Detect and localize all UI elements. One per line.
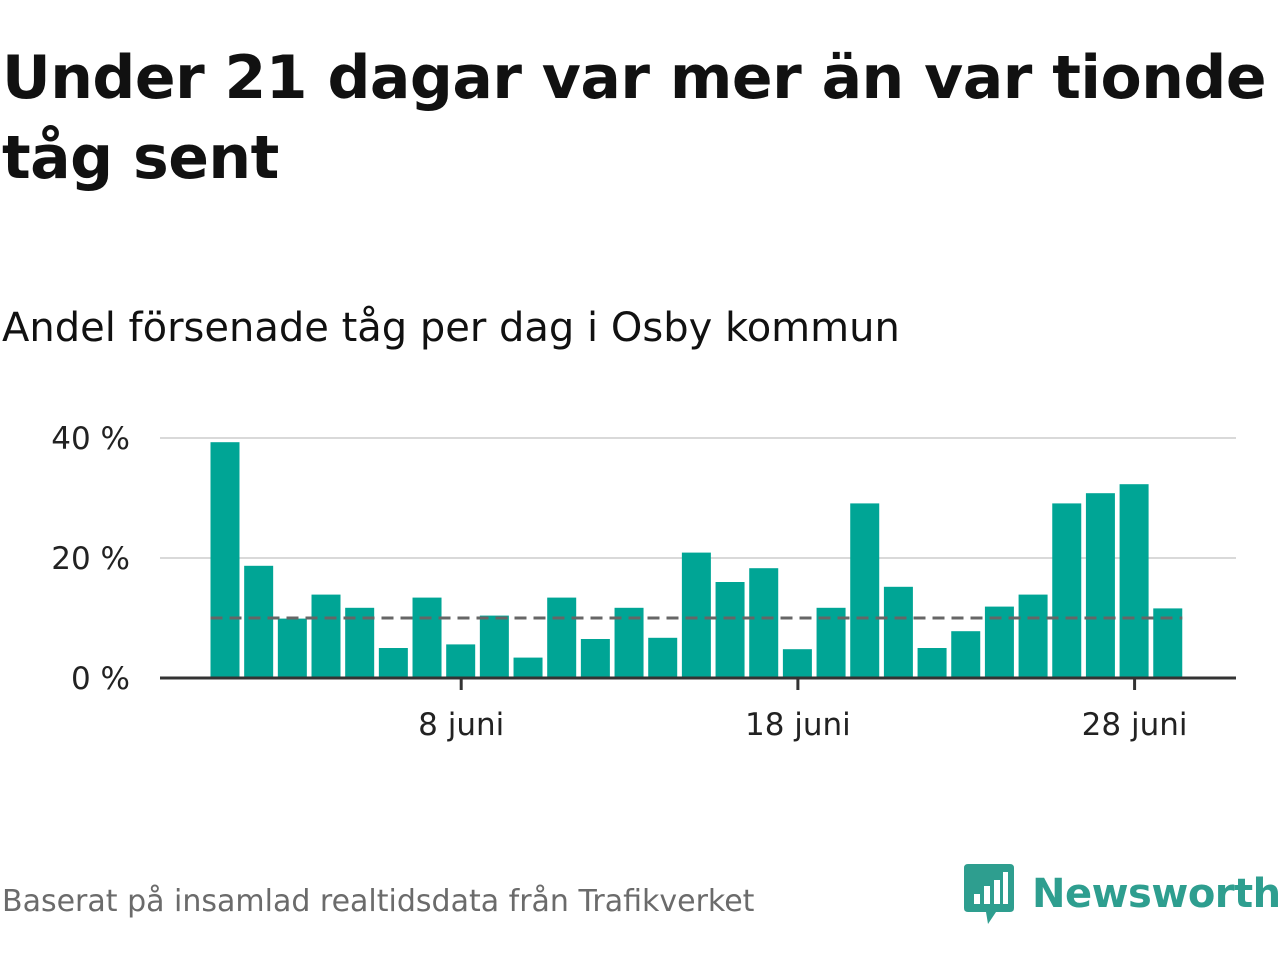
bar: [951, 631, 981, 678]
bars: [210, 442, 1183, 678]
bar: [681, 552, 711, 678]
y-tick-label: 20 %: [51, 541, 130, 577]
bar: [513, 657, 543, 678]
bar: [1018, 594, 1048, 678]
bar: [1119, 484, 1149, 678]
page-title: Under 21 dagar var mer än var tionde tåg…: [2, 43, 1267, 193]
bar: [648, 637, 678, 678]
y-axis-ticks: 0 % 20 % 40 %: [51, 421, 130, 697]
brand-name: Newsworthy: [1032, 871, 1280, 917]
bar: [547, 597, 577, 678]
bar: [715, 582, 745, 678]
bar: [210, 442, 240, 678]
bar: [782, 649, 812, 678]
bar: [244, 565, 274, 678]
bar: [1153, 608, 1183, 678]
x-tick-label: 28 juni: [1082, 707, 1188, 743]
bar: [883, 586, 913, 678]
x-tick-label: 18 juni: [745, 707, 851, 743]
bar: [1052, 503, 1082, 678]
bar: [580, 639, 610, 678]
bar: [1085, 493, 1115, 678]
bar: [378, 648, 408, 678]
bar: [311, 594, 341, 678]
x-tick-label: 8 juni: [418, 707, 504, 743]
bar: [446, 644, 476, 678]
y-tick-label: 40 %: [51, 421, 130, 457]
bar: [917, 648, 947, 678]
bar: [277, 618, 307, 678]
chart-subtitle: Andel försenade tåg per dag i Osby kommu…: [2, 305, 900, 351]
bar: [850, 503, 880, 678]
bar: [479, 615, 509, 678]
y-tick-label: 0 %: [71, 661, 130, 697]
bar-chart: 0 % 20 % 40 % 8 juni 18 juni 28 juni: [51, 421, 1236, 743]
bar: [412, 597, 442, 678]
source-note: Baserat på insamlad realtidsdata från Tr…: [2, 884, 755, 919]
x-axis-ticks: 8 juni 18 juni 28 juni: [418, 678, 1188, 743]
speech-bubble-bar-chart-icon: [964, 864, 1014, 924]
bar: [749, 568, 779, 678]
brand-logo-link[interactable]: Newsworthy: [964, 862, 1280, 926]
